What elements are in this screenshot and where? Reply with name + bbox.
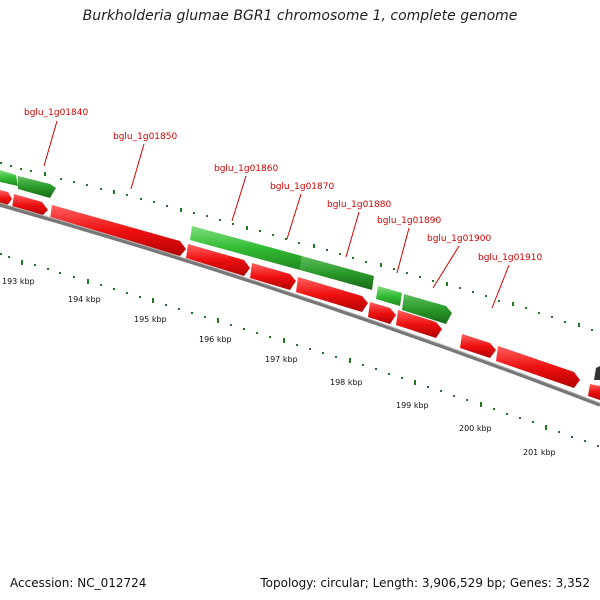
gene-label: bglu_1g01900 — [427, 234, 491, 244]
gene-label: bglu_1g01910 — [478, 253, 542, 263]
gene-forward — [190, 226, 302, 270]
scale-label: 196 kbp — [199, 335, 232, 344]
gene-reverse — [186, 244, 250, 276]
gene-label: bglu_1g01890 — [377, 216, 441, 226]
gene-label: bglu_1g01880 — [327, 200, 391, 210]
scale-label: 198 kbp — [330, 378, 363, 387]
genome-summary-text: Topology: circular; Length: 3,906,529 bp… — [260, 576, 590, 590]
outer-tick-row — [0, 162, 593, 331]
gene-reverse — [460, 334, 496, 358]
scale-label: 195 kbp — [134, 315, 167, 324]
gene-forward — [0, 170, 18, 186]
scale-labels: 193 kbp 194 kbp 195 kbp 196 kbp 197 kbp … — [2, 277, 556, 457]
reverse-strand-genes — [0, 190, 600, 400]
gene-reverse — [296, 277, 368, 312]
gene-forward — [594, 366, 600, 380]
gene-label: bglu_1g01870 — [270, 182, 334, 192]
gene-reverse — [368, 302, 396, 324]
scale-label: 200 kbp — [459, 424, 492, 433]
scale-label: 199 kbp — [396, 401, 429, 410]
inner-tick-row — [0, 253, 599, 447]
accession-text: Accession: NC_012724 — [10, 576, 147, 590]
gene-forward — [300, 256, 374, 290]
scale-label: 194 kbp — [68, 295, 101, 304]
gene-reverse — [588, 384, 600, 400]
scale-label: 193 kbp — [2, 277, 35, 286]
gene-reverse — [12, 194, 48, 216]
backbone — [0, 202, 600, 407]
gene-label: bglu_1g01850 — [113, 132, 177, 142]
scale-label: 201 kbp — [523, 448, 556, 457]
scale-label: 197 kbp — [265, 355, 298, 364]
gene-label: bglu_1g01840 — [24, 108, 88, 118]
gene-labels: bglu_1g01840 bglu_1g01850 bglu_1g01860 b… — [24, 108, 542, 263]
gene-reverse — [50, 205, 186, 256]
gene-reverse — [0, 190, 12, 207]
label-leaders — [43, 120, 510, 309]
gene-forward — [402, 294, 452, 324]
map-title: Burkholderia glumae BGR1 chromosome 1, c… — [82, 8, 518, 24]
forward-strand-genes — [0, 170, 600, 380]
gene-reverse — [250, 263, 296, 290]
gene-forward — [376, 286, 402, 306]
gene-reverse — [396, 310, 442, 338]
gene-reverse — [496, 346, 580, 388]
gene-forward — [18, 176, 56, 198]
gene-label: bglu_1g01860 — [214, 164, 278, 174]
